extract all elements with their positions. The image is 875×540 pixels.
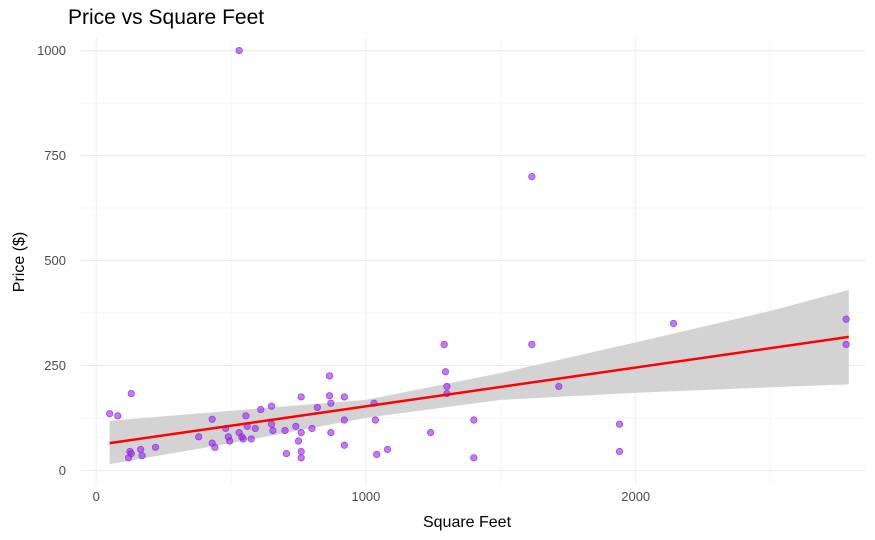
x-tick-label: 2000 bbox=[621, 489, 650, 504]
data-point bbox=[127, 450, 135, 458]
data-point bbox=[340, 416, 348, 424]
data-point bbox=[257, 405, 265, 414]
x-tick-label: 0 bbox=[93, 489, 100, 504]
data-point bbox=[267, 420, 276, 428]
data-point bbox=[615, 447, 624, 456]
data-point bbox=[327, 429, 335, 437]
data-point bbox=[269, 426, 277, 435]
fit-line bbox=[109, 335, 849, 445]
data-point bbox=[242, 412, 250, 420]
data-point bbox=[842, 340, 850, 349]
data-point bbox=[555, 382, 563, 391]
data-point bbox=[470, 454, 478, 462]
y-tick-label: 1000 bbox=[37, 43, 66, 58]
data-point bbox=[247, 435, 255, 443]
data-point bbox=[308, 424, 316, 433]
data-point bbox=[226, 437, 234, 445]
y-tick-label: 500 bbox=[44, 253, 66, 268]
data-point bbox=[292, 422, 300, 430]
data-point bbox=[383, 445, 392, 454]
y-tick-label: 750 bbox=[44, 148, 66, 163]
data-point bbox=[427, 429, 435, 437]
data-point bbox=[528, 340, 536, 349]
data-point bbox=[669, 319, 678, 328]
data-point bbox=[340, 441, 348, 449]
data-point bbox=[239, 435, 247, 443]
data-point bbox=[313, 403, 321, 412]
data-point bbox=[267, 402, 276, 410]
data-point bbox=[470, 416, 478, 424]
fit-line-group bbox=[109, 335, 849, 445]
data-point bbox=[297, 447, 305, 456]
data-point bbox=[251, 424, 259, 433]
data-point bbox=[106, 410, 114, 418]
data-point bbox=[325, 392, 334, 400]
data-point bbox=[138, 452, 146, 460]
data-point bbox=[528, 172, 536, 181]
data-point bbox=[127, 389, 135, 398]
data-point bbox=[441, 368, 450, 376]
y-axis-title: Price ($) bbox=[11, 232, 28, 292]
data-point bbox=[340, 393, 348, 401]
data-point bbox=[137, 445, 145, 454]
data-point bbox=[195, 433, 203, 441]
data-point bbox=[325, 372, 334, 380]
data-point bbox=[282, 450, 290, 458]
data-point bbox=[114, 412, 122, 420]
data-point bbox=[151, 443, 160, 451]
data-point bbox=[615, 420, 624, 428]
data-point bbox=[327, 399, 335, 407]
data-point bbox=[211, 443, 219, 451]
confidence-ribbon bbox=[109, 289, 849, 465]
data-point bbox=[297, 429, 305, 437]
data-point bbox=[373, 450, 381, 459]
data-point bbox=[294, 437, 303, 445]
y-tick-label: 250 bbox=[44, 358, 66, 373]
x-tick-label: 1000 bbox=[351, 489, 380, 504]
data-point bbox=[842, 315, 850, 323]
data-point bbox=[297, 393, 305, 401]
confidence-band bbox=[109, 289, 849, 465]
data-point bbox=[443, 382, 451, 391]
y-tick-label: 0 bbox=[59, 463, 66, 478]
data-point bbox=[440, 340, 448, 349]
tick-labels: 0 1000 2000 0 250 500 750 1000 bbox=[37, 43, 650, 504]
chart-title: Price vs Square Feet bbox=[68, 6, 265, 29]
data-point bbox=[208, 415, 216, 423]
data-point bbox=[297, 454, 305, 462]
data-point bbox=[371, 416, 379, 424]
data-point bbox=[235, 46, 243, 55]
data-point bbox=[281, 426, 289, 435]
x-axis-title: Square Feet bbox=[423, 514, 512, 531]
